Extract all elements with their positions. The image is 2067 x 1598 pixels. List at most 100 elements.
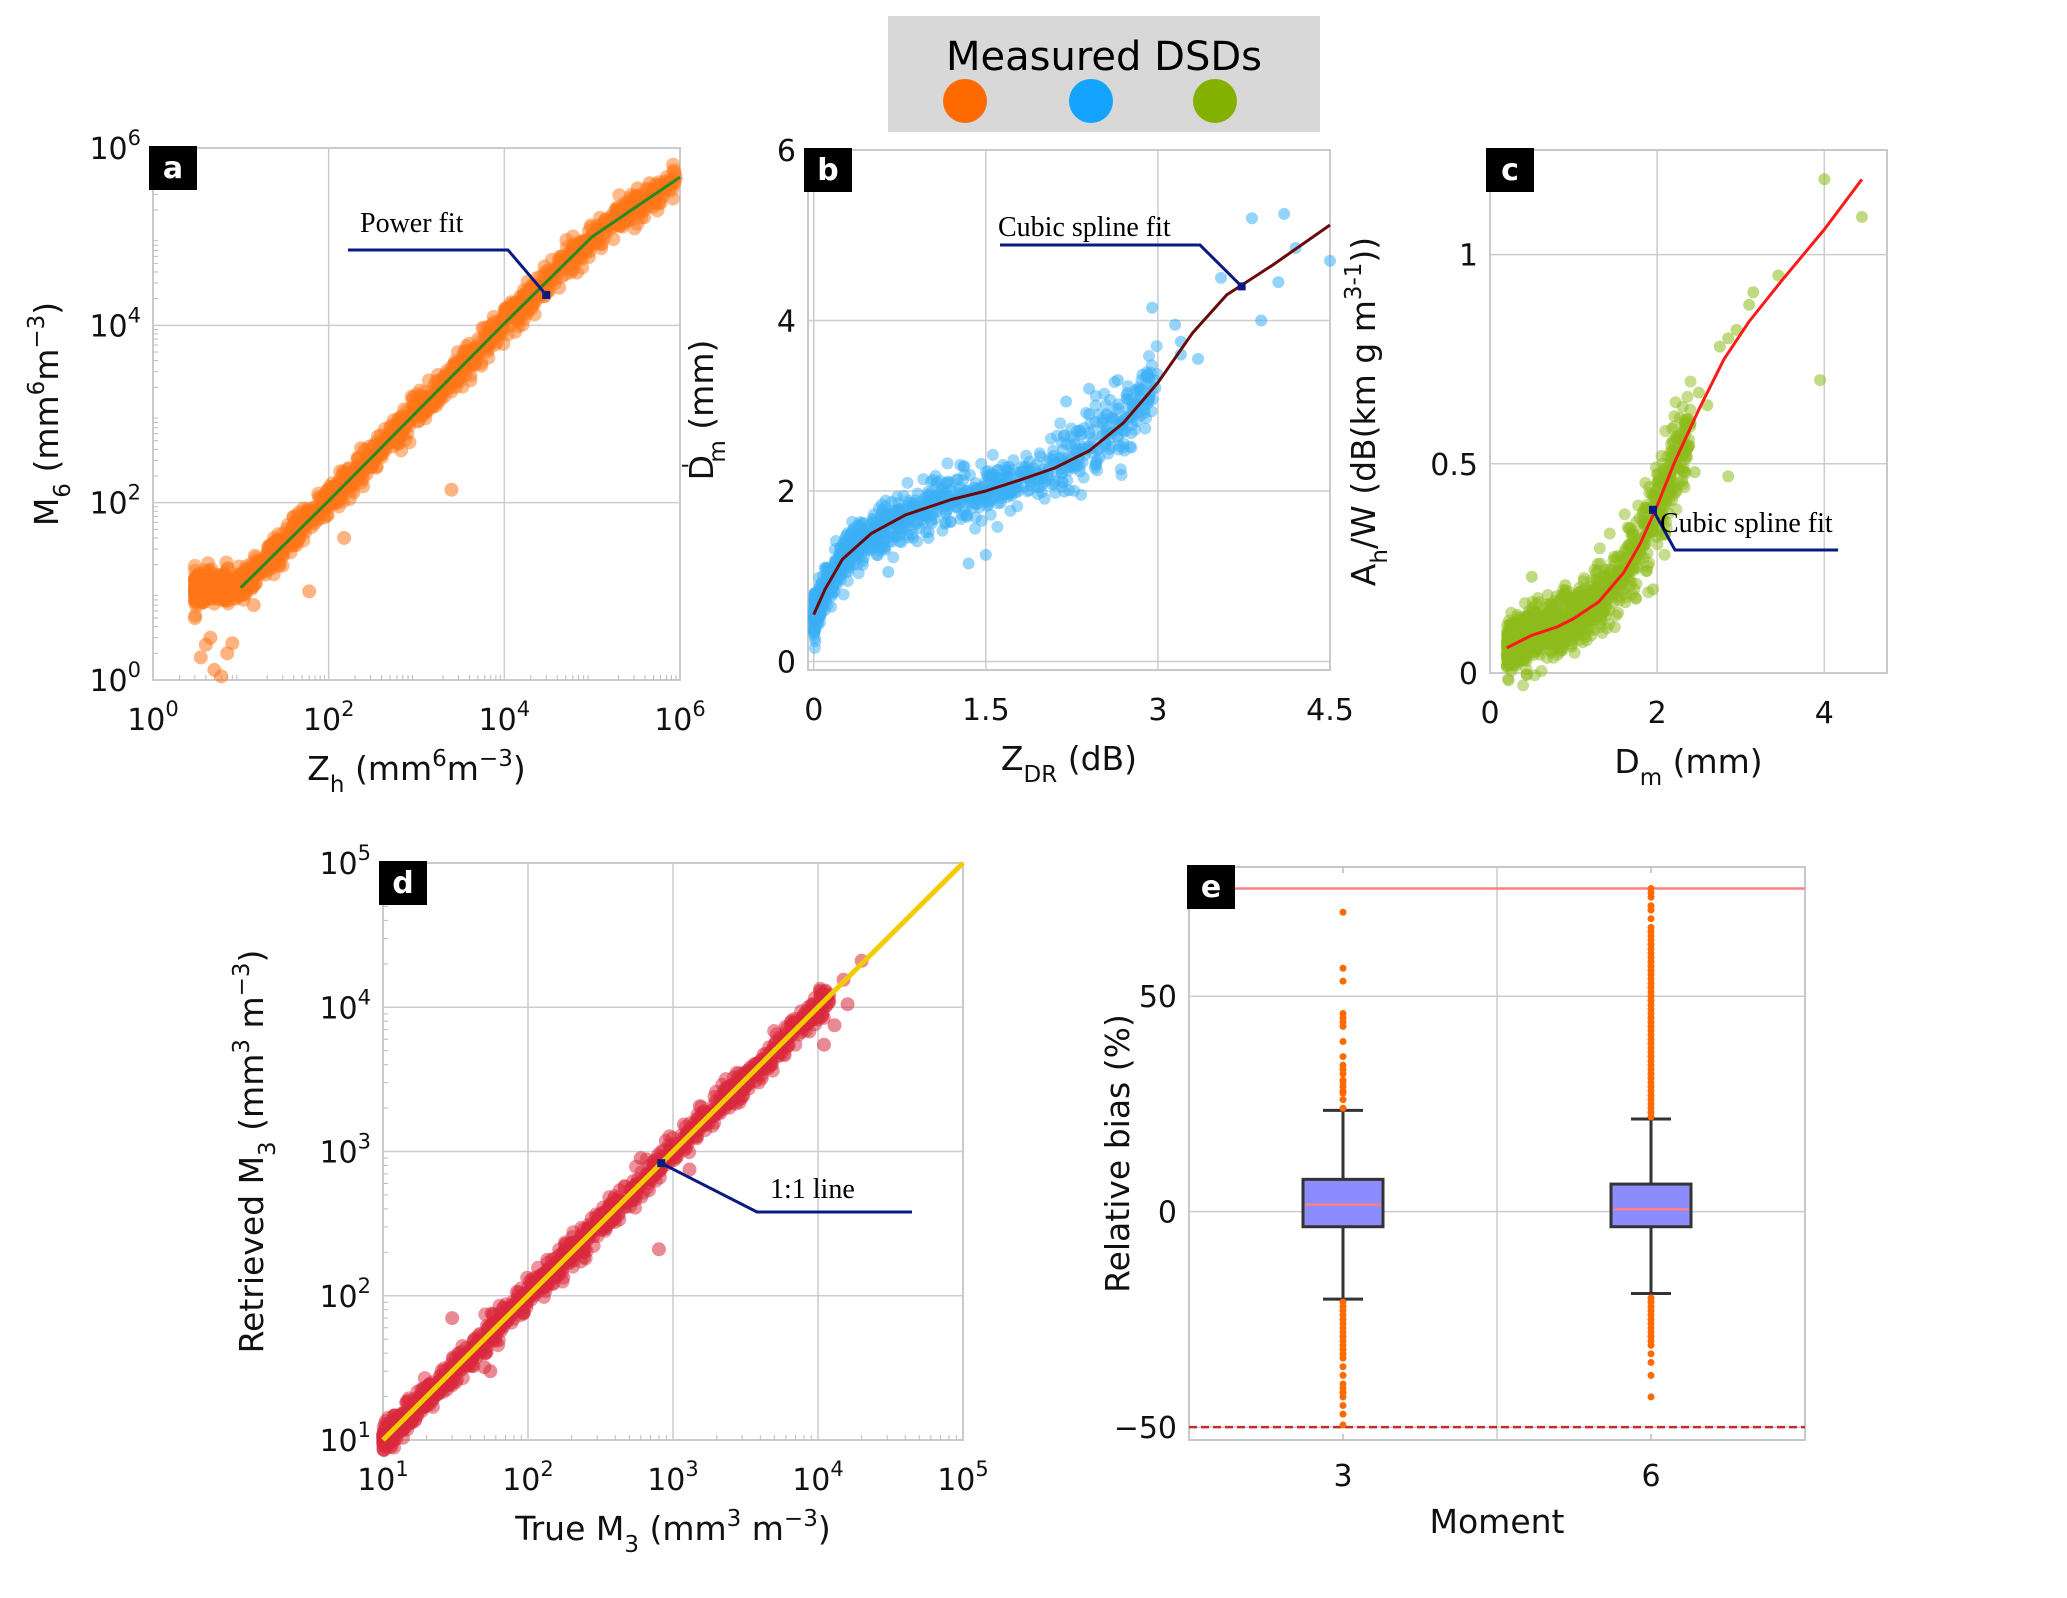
data-point bbox=[1618, 508, 1631, 521]
x-tick-text: 3 bbox=[1148, 693, 1167, 728]
plot-frame bbox=[807, 149, 1331, 671]
data-point bbox=[1517, 679, 1530, 692]
y-tick-label: 6 bbox=[777, 134, 796, 169]
axis-label-main: Z bbox=[1001, 739, 1024, 778]
panel-tag-background bbox=[149, 146, 197, 190]
annotation-anchor-marker bbox=[1648, 505, 1657, 514]
data-point bbox=[975, 514, 988, 527]
axis-label-sub: 6 bbox=[50, 483, 76, 498]
y-tick-label: 104 bbox=[89, 303, 141, 344]
data-point bbox=[1054, 417, 1067, 430]
data-point bbox=[1624, 522, 1637, 534]
x-tick-label: 1.5 bbox=[962, 693, 1010, 728]
data-point bbox=[1592, 574, 1605, 587]
data-point bbox=[1056, 443, 1069, 456]
data-point bbox=[463, 345, 478, 360]
axis-label-mid: m bbox=[447, 749, 479, 788]
axis-label-main: M bbox=[27, 498, 66, 526]
y-tick-text: 0 bbox=[777, 645, 796, 680]
data-point bbox=[1567, 603, 1579, 616]
annotation-anchor-marker bbox=[542, 290, 551, 299]
data-point bbox=[1089, 458, 1102, 471]
axis-label-rest: (mm) bbox=[682, 340, 721, 441]
y-axis-label: Ah/W (dB(km g m3-1)) bbox=[1341, 237, 1393, 586]
y-tick-base: 10 bbox=[89, 309, 127, 344]
data-point bbox=[1089, 399, 1102, 412]
y-tick-base: 10 bbox=[89, 132, 127, 167]
data-point bbox=[901, 476, 914, 489]
data-point bbox=[665, 191, 680, 206]
data-point bbox=[1651, 538, 1664, 551]
data-point bbox=[970, 497, 983, 510]
data-point bbox=[1272, 276, 1285, 289]
data-point bbox=[1818, 173, 1831, 186]
data-point bbox=[930, 478, 943, 491]
axis-label-sup2: −3 bbox=[479, 746, 513, 772]
data-point bbox=[1855, 210, 1868, 223]
data-point bbox=[1058, 485, 1071, 498]
data-point bbox=[1126, 418, 1139, 431]
data-point bbox=[1520, 668, 1533, 681]
data-point bbox=[581, 224, 596, 239]
x-tick-label: 106 bbox=[654, 697, 706, 738]
data-point bbox=[523, 288, 538, 303]
data-point bbox=[809, 624, 822, 637]
data-point bbox=[852, 567, 865, 580]
data-point bbox=[1192, 352, 1205, 365]
data-point bbox=[1500, 648, 1513, 661]
axis-label-sup1: 6 bbox=[24, 381, 50, 396]
data-point bbox=[1568, 646, 1581, 659]
axis-label-rest: (dB) bbox=[1057, 739, 1137, 778]
data-point bbox=[187, 611, 202, 626]
data-point bbox=[412, 390, 427, 405]
data-point bbox=[537, 259, 552, 274]
axis-label-sup1: 6 bbox=[432, 746, 447, 772]
panel-tag-label: a bbox=[163, 151, 183, 186]
data-point bbox=[1083, 408, 1096, 421]
axis-label-sub: DR bbox=[1024, 762, 1058, 788]
data-point bbox=[630, 216, 645, 231]
data-point bbox=[975, 457, 988, 470]
data-point bbox=[1077, 471, 1090, 484]
data-point bbox=[917, 473, 930, 486]
axis-label-sub: h bbox=[1367, 549, 1393, 564]
data-point bbox=[1743, 298, 1756, 311]
y-tick-label: 2 bbox=[777, 475, 796, 510]
data-point bbox=[988, 468, 1001, 481]
axis-label-end: ) bbox=[513, 749, 526, 788]
annotation-label: Cubic spline fit bbox=[1660, 508, 1833, 539]
data-point bbox=[232, 567, 247, 582]
data-point bbox=[188, 584, 203, 599]
data-point bbox=[246, 598, 261, 613]
data-point bbox=[1593, 542, 1606, 555]
data-point bbox=[879, 494, 892, 507]
x-tick-exponent: 2 bbox=[341, 697, 354, 721]
data-point bbox=[979, 548, 992, 561]
axis-label-end: ) bbox=[1344, 250, 1383, 263]
y-tick-text: 4 bbox=[777, 304, 796, 339]
data-point bbox=[1510, 626, 1523, 639]
y-tick-label: 100 bbox=[89, 658, 141, 699]
data-point bbox=[1255, 314, 1268, 327]
data-point bbox=[1115, 469, 1128, 481]
y-tick-label: 106 bbox=[89, 126, 141, 167]
data-point bbox=[1722, 470, 1735, 483]
data-point bbox=[1713, 340, 1726, 353]
data-point bbox=[193, 650, 208, 665]
data-point bbox=[225, 636, 240, 651]
y-tick-label: 0 bbox=[777, 645, 796, 680]
y-tick-label: 1 bbox=[1459, 239, 1478, 274]
data-point bbox=[1116, 441, 1129, 454]
data-point bbox=[1659, 425, 1672, 437]
data-point bbox=[991, 520, 1004, 533]
annotation-anchor-marker bbox=[1237, 282, 1246, 291]
data-point bbox=[882, 565, 895, 578]
y-tick-label: 102 bbox=[89, 481, 141, 522]
data-point bbox=[870, 548, 883, 561]
data-point bbox=[330, 481, 345, 495]
x-tick-label: 104 bbox=[479, 697, 531, 738]
data-point bbox=[1003, 460, 1016, 473]
legend-swatch-green bbox=[1193, 79, 1237, 123]
